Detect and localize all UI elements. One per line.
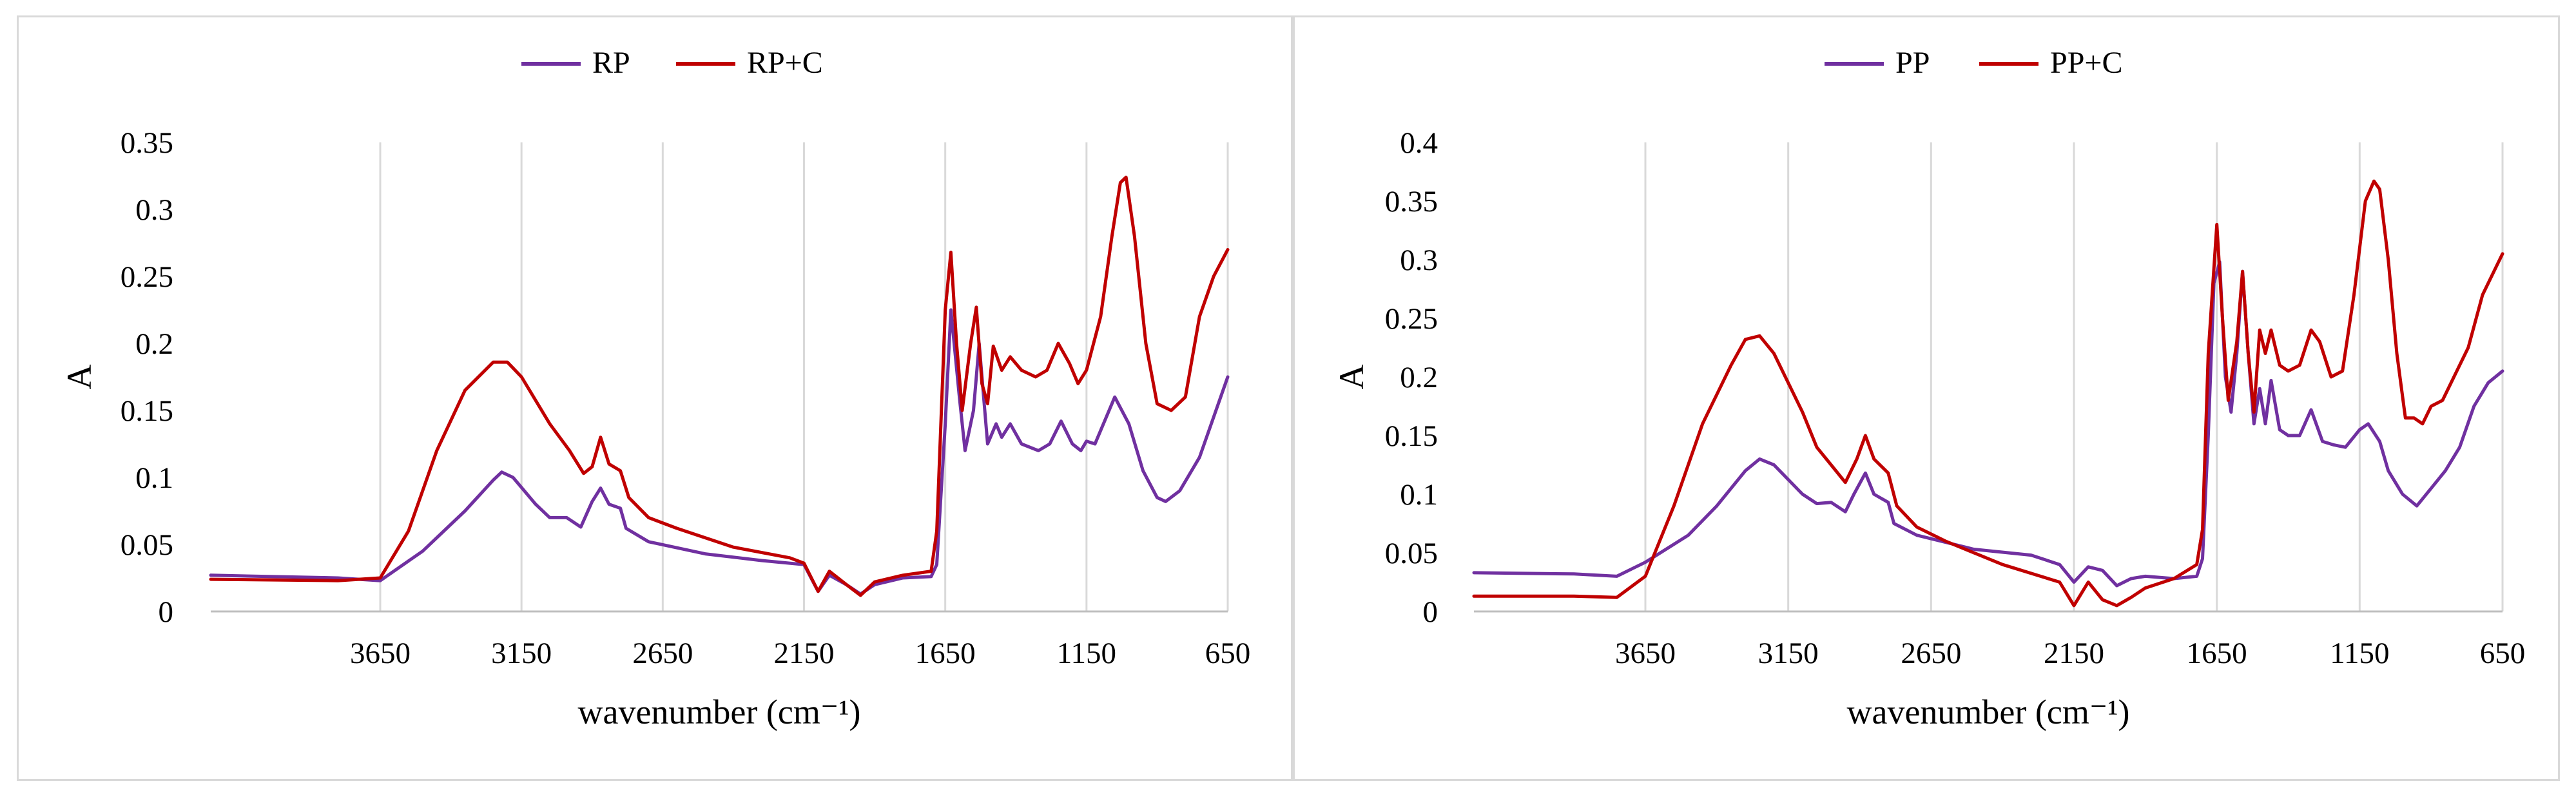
y-tick-label: 0.25 bbox=[121, 260, 173, 294]
x-tick-label: 2150 bbox=[2044, 637, 2104, 670]
y-axis-title: A bbox=[60, 365, 99, 390]
chart-rp: 0 0.05 0.1 0.15 0.2 0.25 0.3 0.35 3650 3150 2650 21… bbox=[60, 46, 1251, 731]
y-tick-label: 0.05 bbox=[121, 528, 173, 562]
legend-item: RP+C bbox=[676, 46, 823, 80]
x-tick-label: 650 bbox=[1205, 637, 1251, 670]
legend-label: PP bbox=[1895, 46, 1930, 80]
x-tick-label: 1650 bbox=[915, 637, 976, 670]
x-tick-label: 3650 bbox=[350, 637, 411, 670]
y-tick-label: 0.35 bbox=[121, 126, 173, 160]
y-tick-label: 0.25 bbox=[1385, 302, 1438, 336]
series-line-pp-c bbox=[1472, 179, 2504, 608]
y-tick-label: 0 bbox=[159, 595, 174, 629]
legend-label: RP bbox=[592, 46, 630, 80]
legend-item: PP+C bbox=[1979, 46, 2122, 80]
y-tick-label: 0.15 bbox=[1385, 419, 1438, 453]
y-tick-label: 0.2 bbox=[135, 327, 173, 361]
x-tick-label: 2650 bbox=[1901, 637, 1961, 670]
x-tick-label: 1150 bbox=[2330, 637, 2389, 670]
legend-item: RP bbox=[521, 46, 630, 80]
chart-pp: 0 0.05 0.1 0.15 0.2 0.25 0.3 0.35 0.4 3650 3150 265… bbox=[1332, 46, 2526, 731]
series-line-rp bbox=[209, 308, 1230, 596]
chart-panel-left: 0 0.05 0.1 0.15 0.2 0.25 0.3 0.35 3650 3150 2650 21… bbox=[17, 15, 1293, 781]
y-tick-label: 0.15 bbox=[121, 394, 173, 428]
x-tick-label: 2650 bbox=[632, 637, 693, 670]
chart-panel-right: 0 0.05 0.1 0.15 0.2 0.25 0.3 0.35 0.4 3650 3150 265… bbox=[1293, 15, 2560, 781]
x-tick-label: 650 bbox=[2480, 637, 2526, 670]
series-line-pp bbox=[1472, 260, 2504, 588]
series-line-rp-c bbox=[209, 175, 1230, 597]
y-tick-label: 0.2 bbox=[1400, 361, 1438, 394]
x-axis-title: wavenumber (cm⁻¹) bbox=[577, 693, 860, 731]
x-tick-label: 3150 bbox=[1758, 637, 1819, 670]
y-tick-label: 0.35 bbox=[1385, 185, 1438, 218]
x-tick-label: 1650 bbox=[2187, 637, 2247, 670]
x-tick-label: 1150 bbox=[1057, 637, 1116, 670]
y-tick-label: 0.1 bbox=[135, 461, 173, 495]
legend: PP PP+C bbox=[1825, 46, 2122, 80]
x-tick-label: 2150 bbox=[774, 637, 835, 670]
y-tick-label: 0 bbox=[1423, 595, 1438, 629]
legend-label: PP+C bbox=[2050, 46, 2122, 80]
y-tick-label: 0.3 bbox=[135, 193, 173, 227]
y-axis-title: A bbox=[1332, 365, 1371, 390]
gridlines bbox=[1644, 142, 2504, 611]
y-tick-label: 0.4 bbox=[1400, 126, 1438, 160]
gridlines bbox=[379, 142, 1229, 611]
x-tick-label: 3650 bbox=[1615, 637, 1676, 670]
legend-label: RP+C bbox=[747, 46, 823, 80]
y-tick-label: 0.3 bbox=[1400, 244, 1438, 277]
x-axis-title: wavenumber (cm⁻¹) bbox=[1846, 693, 2129, 731]
legend-item: PP bbox=[1825, 46, 1930, 80]
legend: RP RP+C bbox=[521, 46, 823, 80]
x-tick-label: 3150 bbox=[491, 637, 552, 670]
y-tick-label: 0.05 bbox=[1385, 537, 1438, 570]
y-tick-label: 0.1 bbox=[1400, 478, 1438, 512]
